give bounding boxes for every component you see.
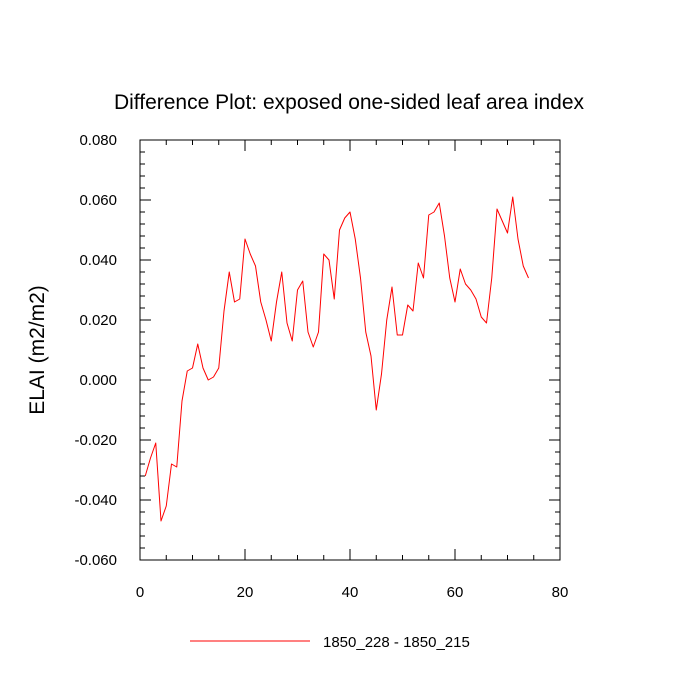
y-tick-label: 0.000 (79, 372, 117, 389)
y-tick-label: -0.020 (74, 432, 117, 449)
chart-title: Difference Plot: exposed one-sided leaf … (114, 91, 585, 114)
legend-label: 1850_228 - 1850_215 (323, 634, 470, 651)
axis-ticks: 0 20 40 60 80 -0.060 -0.040 -0.020 0.000 0.020 0.0… (74, 132, 568, 601)
series-layer (144, 196, 529, 522)
y-tick-label: 0.060 (79, 192, 117, 209)
x-tick-label: 20 (237, 584, 254, 601)
x-tick-label: 60 (447, 584, 464, 601)
y-tick-label: 0.080 (79, 132, 117, 149)
x-tick-label: 0 (136, 584, 144, 601)
y-tick-label: 0.020 (79, 312, 117, 329)
y-tick-label: -0.040 (74, 492, 117, 509)
x-tick-label: 80 (552, 584, 569, 601)
series-line (144, 196, 529, 522)
y-axis-label: ELAI (m2/m2) (26, 285, 49, 415)
legend: 1850_228 - 1850_215 (190, 634, 470, 651)
y-tick-label: -0.060 (74, 552, 117, 569)
y-tick-label: 0.040 (79, 252, 117, 269)
plot-frame (139, 139, 561, 561)
x-tick-label: 40 (342, 584, 359, 601)
